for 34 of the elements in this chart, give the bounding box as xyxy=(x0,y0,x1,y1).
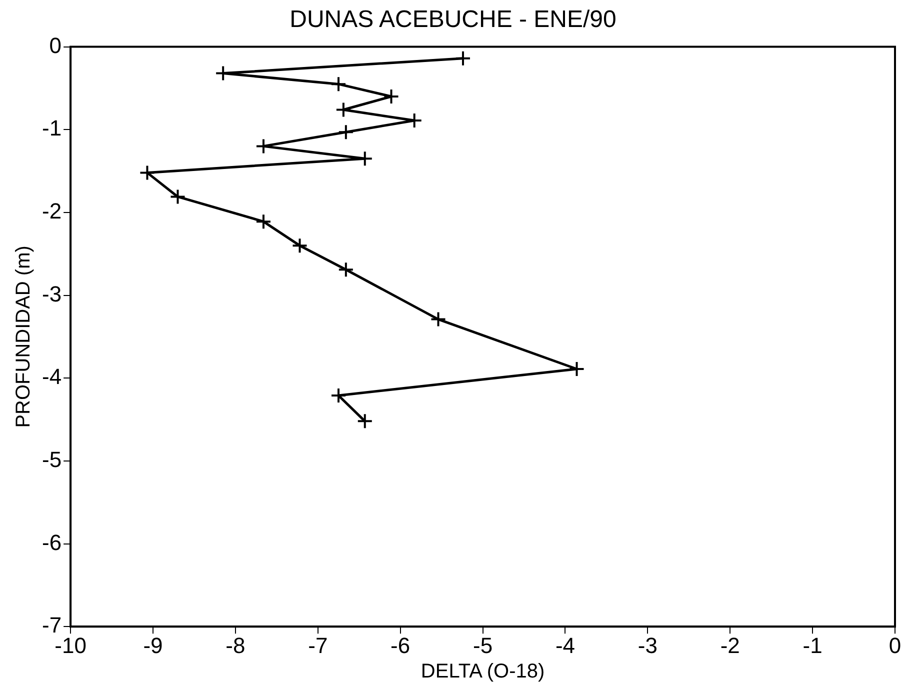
x-tick-label: -7 xyxy=(308,632,328,658)
point xyxy=(454,50,471,66)
y-tick-label: -3 xyxy=(42,281,62,306)
point xyxy=(292,238,308,254)
point xyxy=(255,214,272,230)
point xyxy=(356,413,373,430)
y-tick-label: -5 xyxy=(42,447,62,472)
x-tick-label: -1 xyxy=(802,632,822,658)
point xyxy=(335,102,352,118)
chart-title: DUNAS ACEBUCHE - ENE/90 xyxy=(290,6,616,34)
point xyxy=(170,188,186,205)
point xyxy=(330,388,347,404)
y-axis-title: PROFUNDIDAD (m) xyxy=(12,246,35,428)
y-tick-label: -4 xyxy=(42,364,62,390)
point xyxy=(338,124,354,140)
x-axis-title: DELTA (O-18) xyxy=(420,660,545,683)
x-tick-label: -6 xyxy=(390,632,410,658)
x-tick-label: -4 xyxy=(555,632,576,658)
x-tick-label: -2 xyxy=(720,632,740,658)
x-tick-label: -5 xyxy=(473,632,493,658)
y-tick-label: -1 xyxy=(42,116,62,141)
point xyxy=(338,262,354,278)
y-tick-label: 0 xyxy=(49,32,62,58)
x-tick-label: -9 xyxy=(143,632,163,658)
y-tick-label: -2 xyxy=(42,198,62,224)
point xyxy=(330,76,347,92)
point xyxy=(383,88,400,104)
y-tick-label: -6 xyxy=(42,530,62,555)
point xyxy=(568,361,585,378)
point xyxy=(430,311,446,328)
point xyxy=(139,164,156,181)
x-tick-label: -3 xyxy=(638,632,658,658)
x-tick-label: 0 xyxy=(888,632,902,658)
x-tick-label: -8 xyxy=(226,632,246,658)
